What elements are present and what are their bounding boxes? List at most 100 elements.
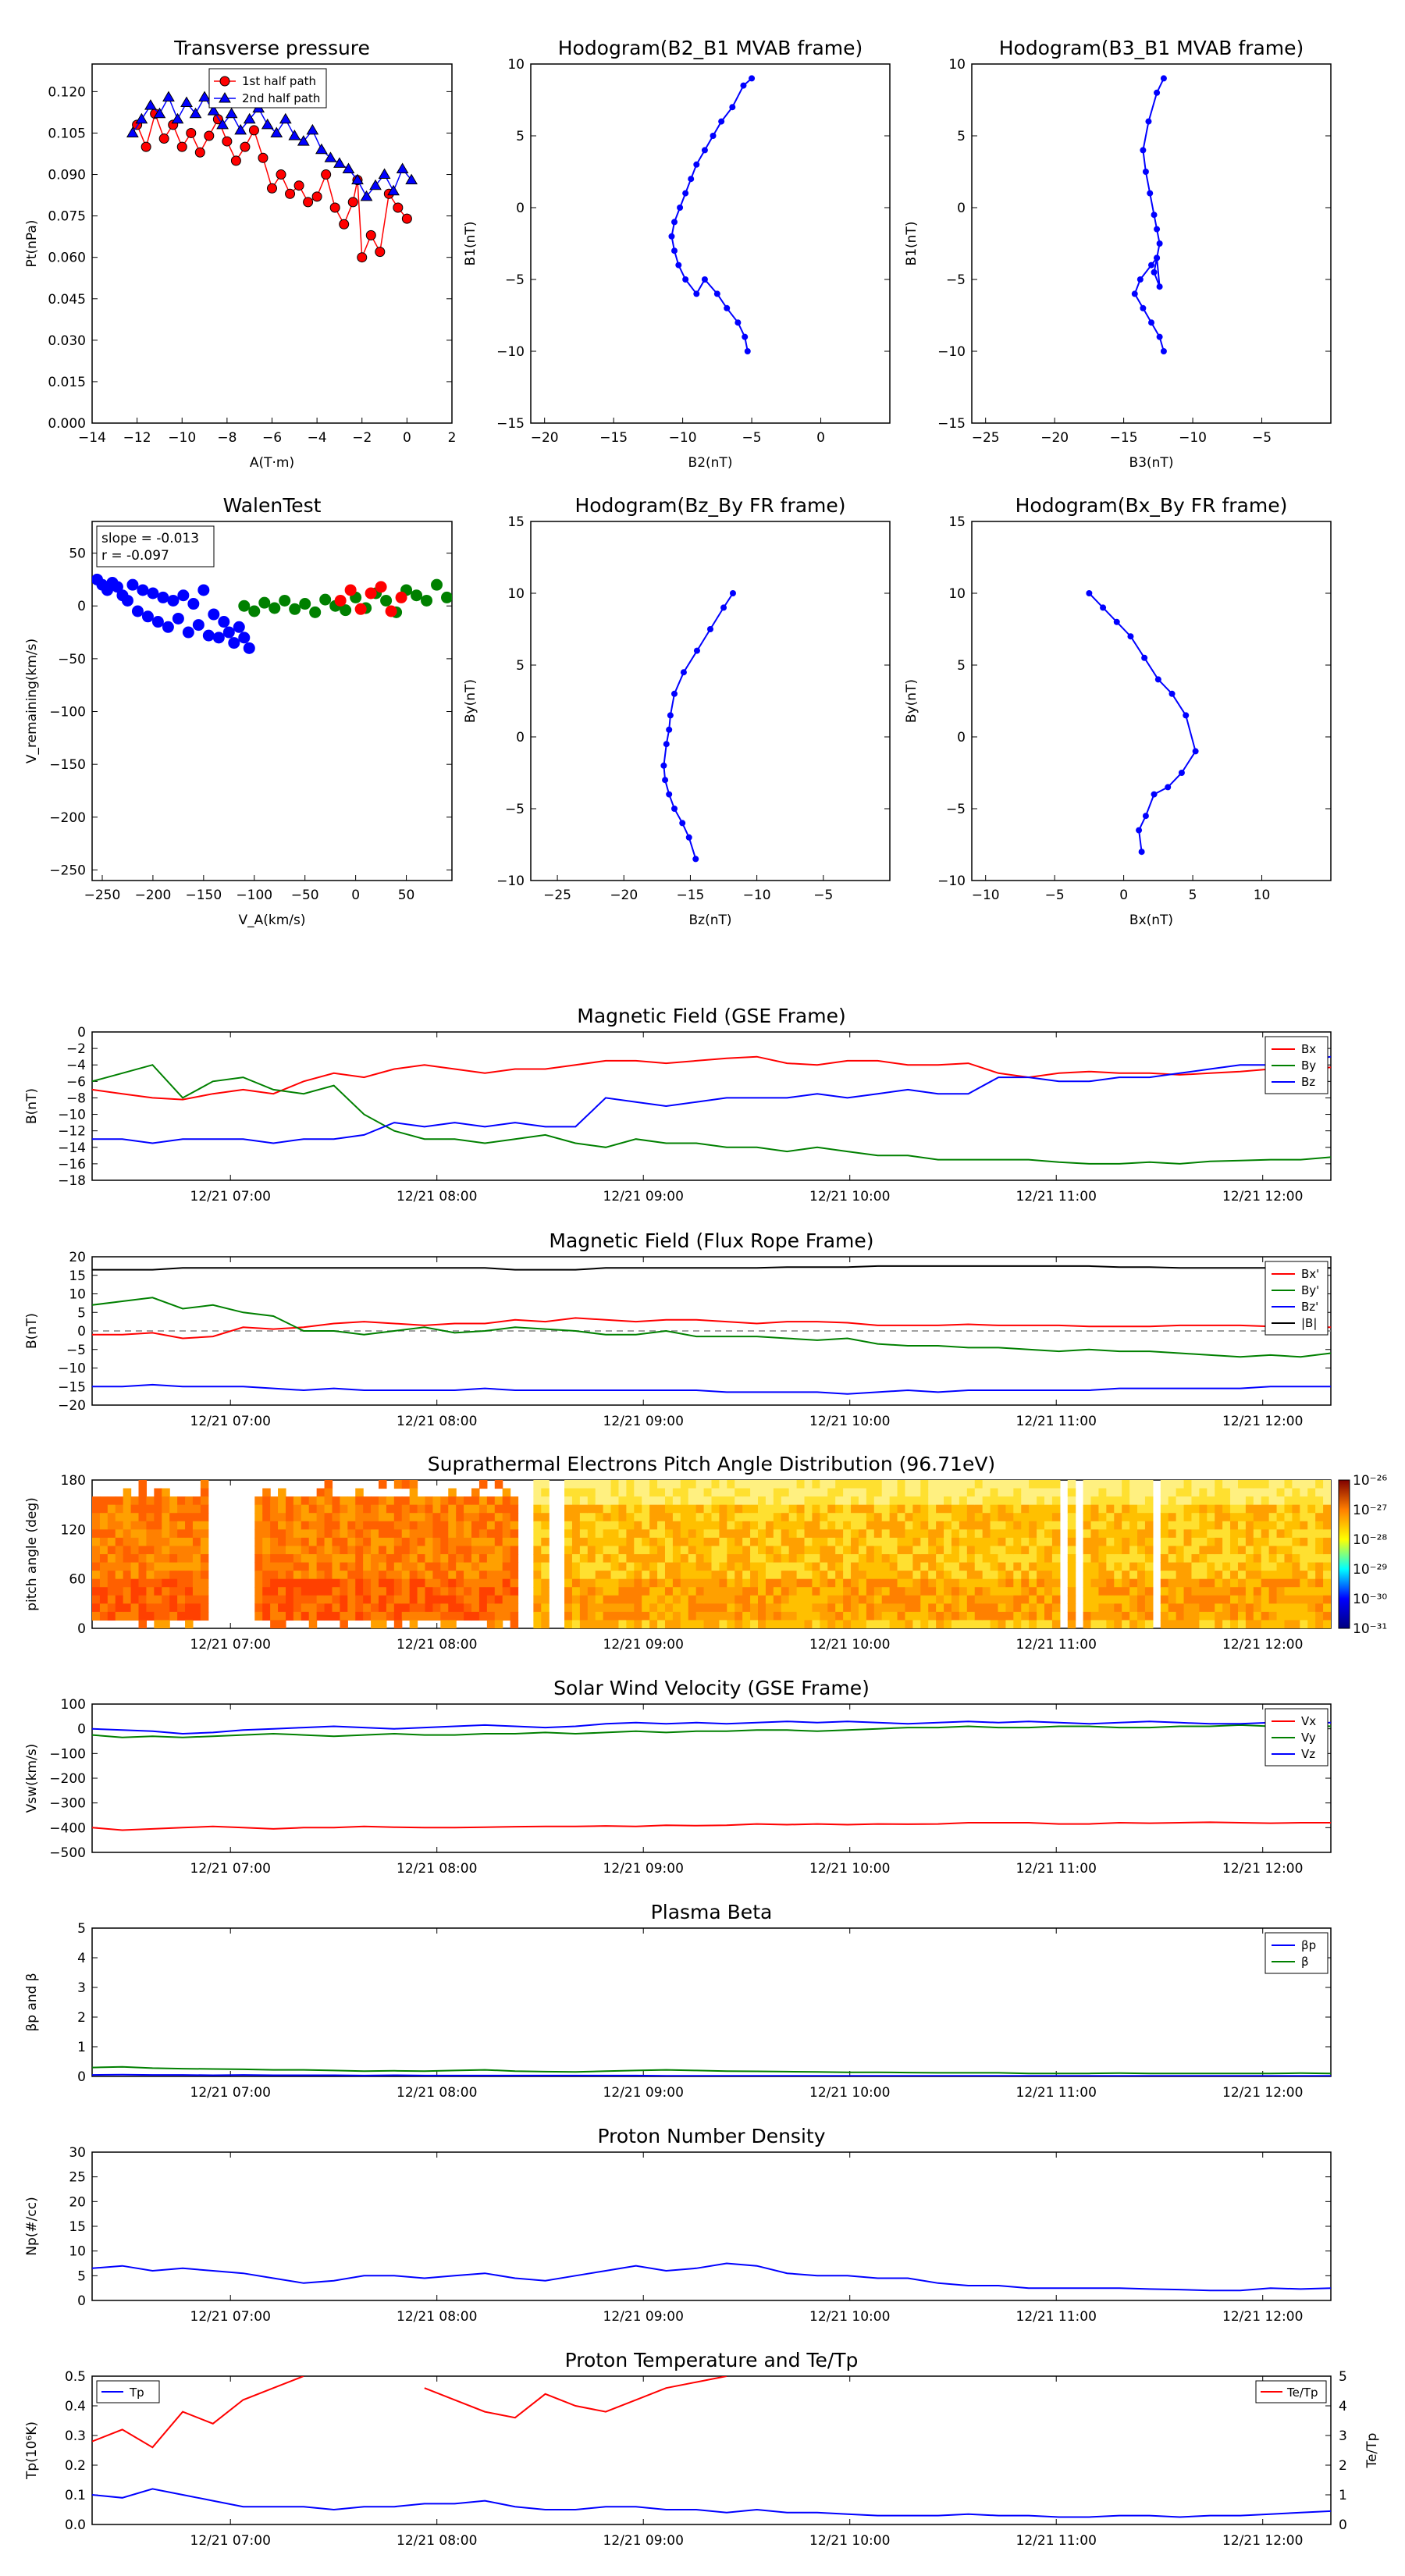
heatmap-cell: [579, 1595, 589, 1604]
heatmap-cell: [610, 1546, 620, 1555]
heatmap-cell: [571, 1504, 581, 1514]
heatmap-cell: [571, 1546, 581, 1555]
heatmap-cell: [680, 1578, 689, 1588]
heatmap-cell: [1199, 1578, 1208, 1588]
heatmap-cell: [1067, 1603, 1076, 1613]
heatmap-cell: [301, 1529, 310, 1539]
heatmap-cell: [758, 1546, 767, 1555]
heatmap-cell: [920, 1521, 929, 1530]
legend-marker: [219, 92, 231, 103]
y-tick-label: −4: [66, 1058, 86, 1073]
heatmap-cell: [432, 1521, 441, 1530]
heatmap-cell: [285, 1496, 294, 1506]
heatmap-cell: [1021, 1546, 1030, 1555]
heatmap-cell: [851, 1611, 859, 1621]
heatmap-cell: [711, 1480, 720, 1489]
heatmap-cell: [270, 1611, 279, 1621]
heatmap-cell: [1315, 1513, 1324, 1522]
heatmap-cell: [1168, 1554, 1177, 1564]
heatmap-cell: [587, 1587, 596, 1596]
y-tick-label: −5: [946, 272, 966, 288]
heatmap-cell: [169, 1571, 178, 1580]
heatmap-cell: [278, 1546, 286, 1555]
heatmap-cell: [270, 1529, 279, 1539]
heatmap-cell: [851, 1546, 859, 1555]
heatmap-cell: [564, 1537, 573, 1547]
y-tick-label: 5: [77, 1305, 86, 1321]
heatmap-cell: [1237, 1562, 1247, 1571]
heatmap-cell: [1191, 1537, 1200, 1547]
heatmap-cell: [1144, 1578, 1154, 1588]
heatmap-cell: [758, 1611, 767, 1621]
heatmap-cell: [781, 1587, 790, 1596]
heatmap-cell: [1323, 1480, 1331, 1489]
heatmap-cell: [409, 1571, 418, 1580]
y2-axis-label: Te/Tp: [1364, 2433, 1380, 2469]
heatmap-cell: [1199, 1603, 1208, 1613]
heatmap-cell: [912, 1620, 921, 1628]
heatmap-cell: [688, 1513, 697, 1522]
data-point: [387, 184, 400, 196]
series-line: [92, 1317, 1331, 1340]
data-point: [1154, 254, 1161, 262]
heatmap-cell: [649, 1562, 658, 1571]
heatmap-cell: [1067, 1513, 1076, 1522]
heatmap-cell: [1284, 1504, 1293, 1514]
heatmap-cell: [951, 1562, 960, 1571]
heatmap-cell: [440, 1603, 449, 1613]
heatmap-cell: [340, 1496, 348, 1506]
heatmap-cell: [866, 1595, 875, 1604]
pad-panel: Suprathermal Electrons Pitch Angle Distr…: [24, 1453, 1387, 1653]
data-point: [1145, 118, 1152, 125]
heatmap-cell: [804, 1620, 813, 1628]
heatmap-cell: [843, 1571, 852, 1580]
heatmap-cell: [1114, 1480, 1122, 1489]
heatmap-cell: [1245, 1595, 1254, 1604]
heatmap-cell: [1129, 1488, 1138, 1497]
heatmap-cell: [1029, 1571, 1037, 1580]
heatmap-cell: [974, 1603, 984, 1613]
heatmap-cell: [378, 1611, 387, 1621]
heatmap-cell: [905, 1488, 913, 1497]
heatmap-cell: [974, 1496, 984, 1506]
heatmap-cell: [401, 1496, 411, 1506]
heatmap-cell: [1268, 1537, 1278, 1547]
heatmap-cell: [464, 1537, 472, 1547]
heatmap-cell: [626, 1513, 635, 1522]
heatmap-cell: [688, 1521, 697, 1530]
heatmap-cell: [1276, 1603, 1286, 1613]
plot-area: [92, 2065, 1331, 2076]
heatmap-cell: [835, 1554, 844, 1564]
heatmap-cell: [448, 1488, 457, 1497]
heatmap-cell: [502, 1521, 511, 1530]
heatmap-cell: [982, 1537, 991, 1547]
data-point: [1192, 748, 1199, 755]
data-point: [685, 834, 692, 841]
heatmap-cell: [1129, 1537, 1138, 1547]
heatmap-cell: [386, 1578, 395, 1588]
heatmap-cell: [618, 1480, 627, 1489]
heatmap-cell: [107, 1587, 116, 1596]
heatmap-cell: [1160, 1587, 1169, 1596]
data-point: [405, 173, 418, 185]
heatmap-cell: [1051, 1587, 1061, 1596]
heatmap-cell: [982, 1578, 991, 1588]
heatmap-cell: [154, 1578, 162, 1588]
colorbar-tick-label: 10⁻²⁹: [1353, 1562, 1387, 1578]
heatmap-cell: [378, 1595, 387, 1604]
heatmap-cell: [719, 1554, 727, 1564]
heatmap-cell: [1044, 1587, 1053, 1596]
heatmap-cell: [448, 1529, 457, 1539]
y-axis-label: B(nT): [24, 1313, 40, 1349]
heatmap-cell: [835, 1537, 844, 1547]
heatmap-cell: [1044, 1562, 1053, 1571]
heatmap-cell: [664, 1620, 674, 1628]
x-tick-label: 12/21 12:00: [1222, 1189, 1303, 1204]
heatmap-cell: [951, 1571, 960, 1580]
heatmap-cell: [1144, 1620, 1154, 1628]
heatmap-cell: [858, 1587, 867, 1596]
heatmap-cell: [974, 1504, 984, 1514]
heatmap-cell: [1083, 1595, 1092, 1604]
plot-area: [92, 1265, 1331, 1395]
heatmap-cell: [154, 1587, 162, 1596]
